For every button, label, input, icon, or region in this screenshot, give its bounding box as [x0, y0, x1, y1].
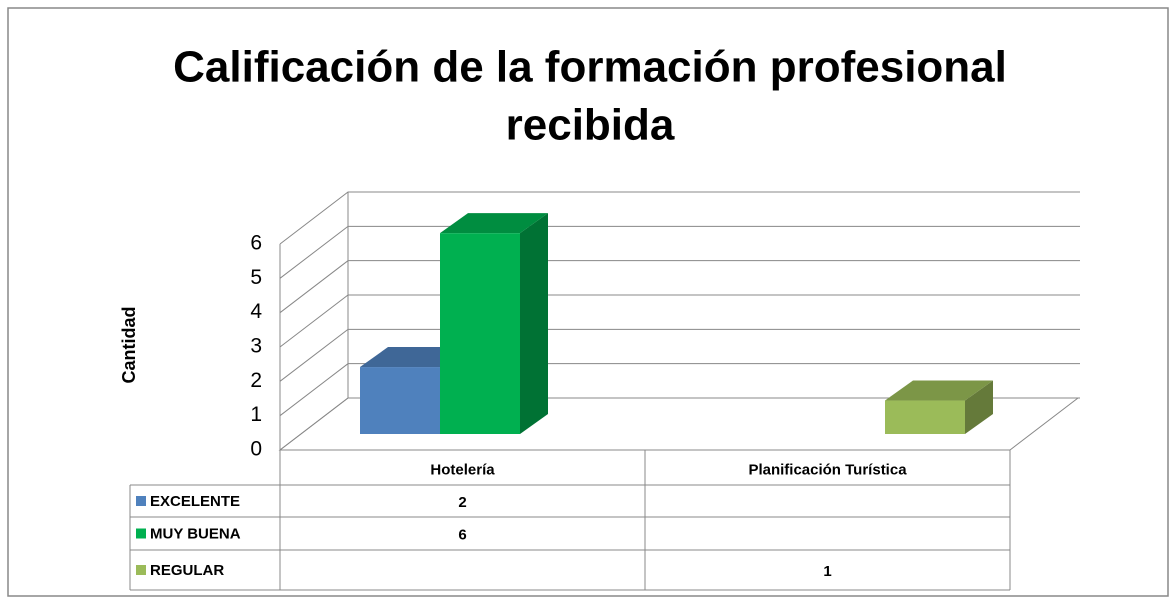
bar-side: [520, 213, 548, 434]
chart-border: [7, 7, 1169, 597]
table-value: 2: [458, 494, 466, 511]
y-tick-label: 1: [250, 403, 262, 426]
y-tick-label: 0: [250, 438, 262, 461]
table-header: Hotelería: [430, 461, 495, 478]
bar-side: [965, 380, 993, 434]
grid-line: [279, 328, 1080, 382]
legend-swatch: [136, 528, 146, 539]
legend-label: EXCELENTE: [150, 493, 240, 510]
bar: [885, 400, 965, 434]
grid-line: [279, 363, 1080, 417]
table-value: 6: [458, 526, 466, 543]
bar-top: [885, 380, 993, 401]
grid-line: [279, 225, 1080, 279]
chart-title: recibida: [506, 101, 675, 150]
legend-swatch: [136, 496, 146, 506]
y-axis-label: Cantidad: [119, 306, 139, 383]
legend-label: REGULAR: [150, 562, 224, 579]
bar: [440, 233, 520, 434]
grid-line: [279, 294, 1080, 348]
legend-label: MUY BUENA: [150, 525, 241, 542]
table-value: 1: [823, 563, 831, 580]
table-header: Planificación Turística: [748, 461, 907, 478]
y-tick-label: 4: [250, 300, 262, 323]
y-tick-label: 2: [250, 369, 262, 392]
grid-line: [279, 191, 1080, 245]
bar-top: [440, 213, 548, 234]
bar: [360, 367, 440, 434]
y-tick-label: 5: [250, 266, 262, 289]
grid-line: [279, 260, 1080, 314]
y-tick-label: 3: [250, 335, 262, 358]
chart-title: Calificación de la formación profesional: [173, 43, 1007, 92]
legend-swatch: [136, 565, 146, 575]
y-tick-label: 6: [250, 232, 262, 255]
grid-line: [279, 397, 1080, 451]
